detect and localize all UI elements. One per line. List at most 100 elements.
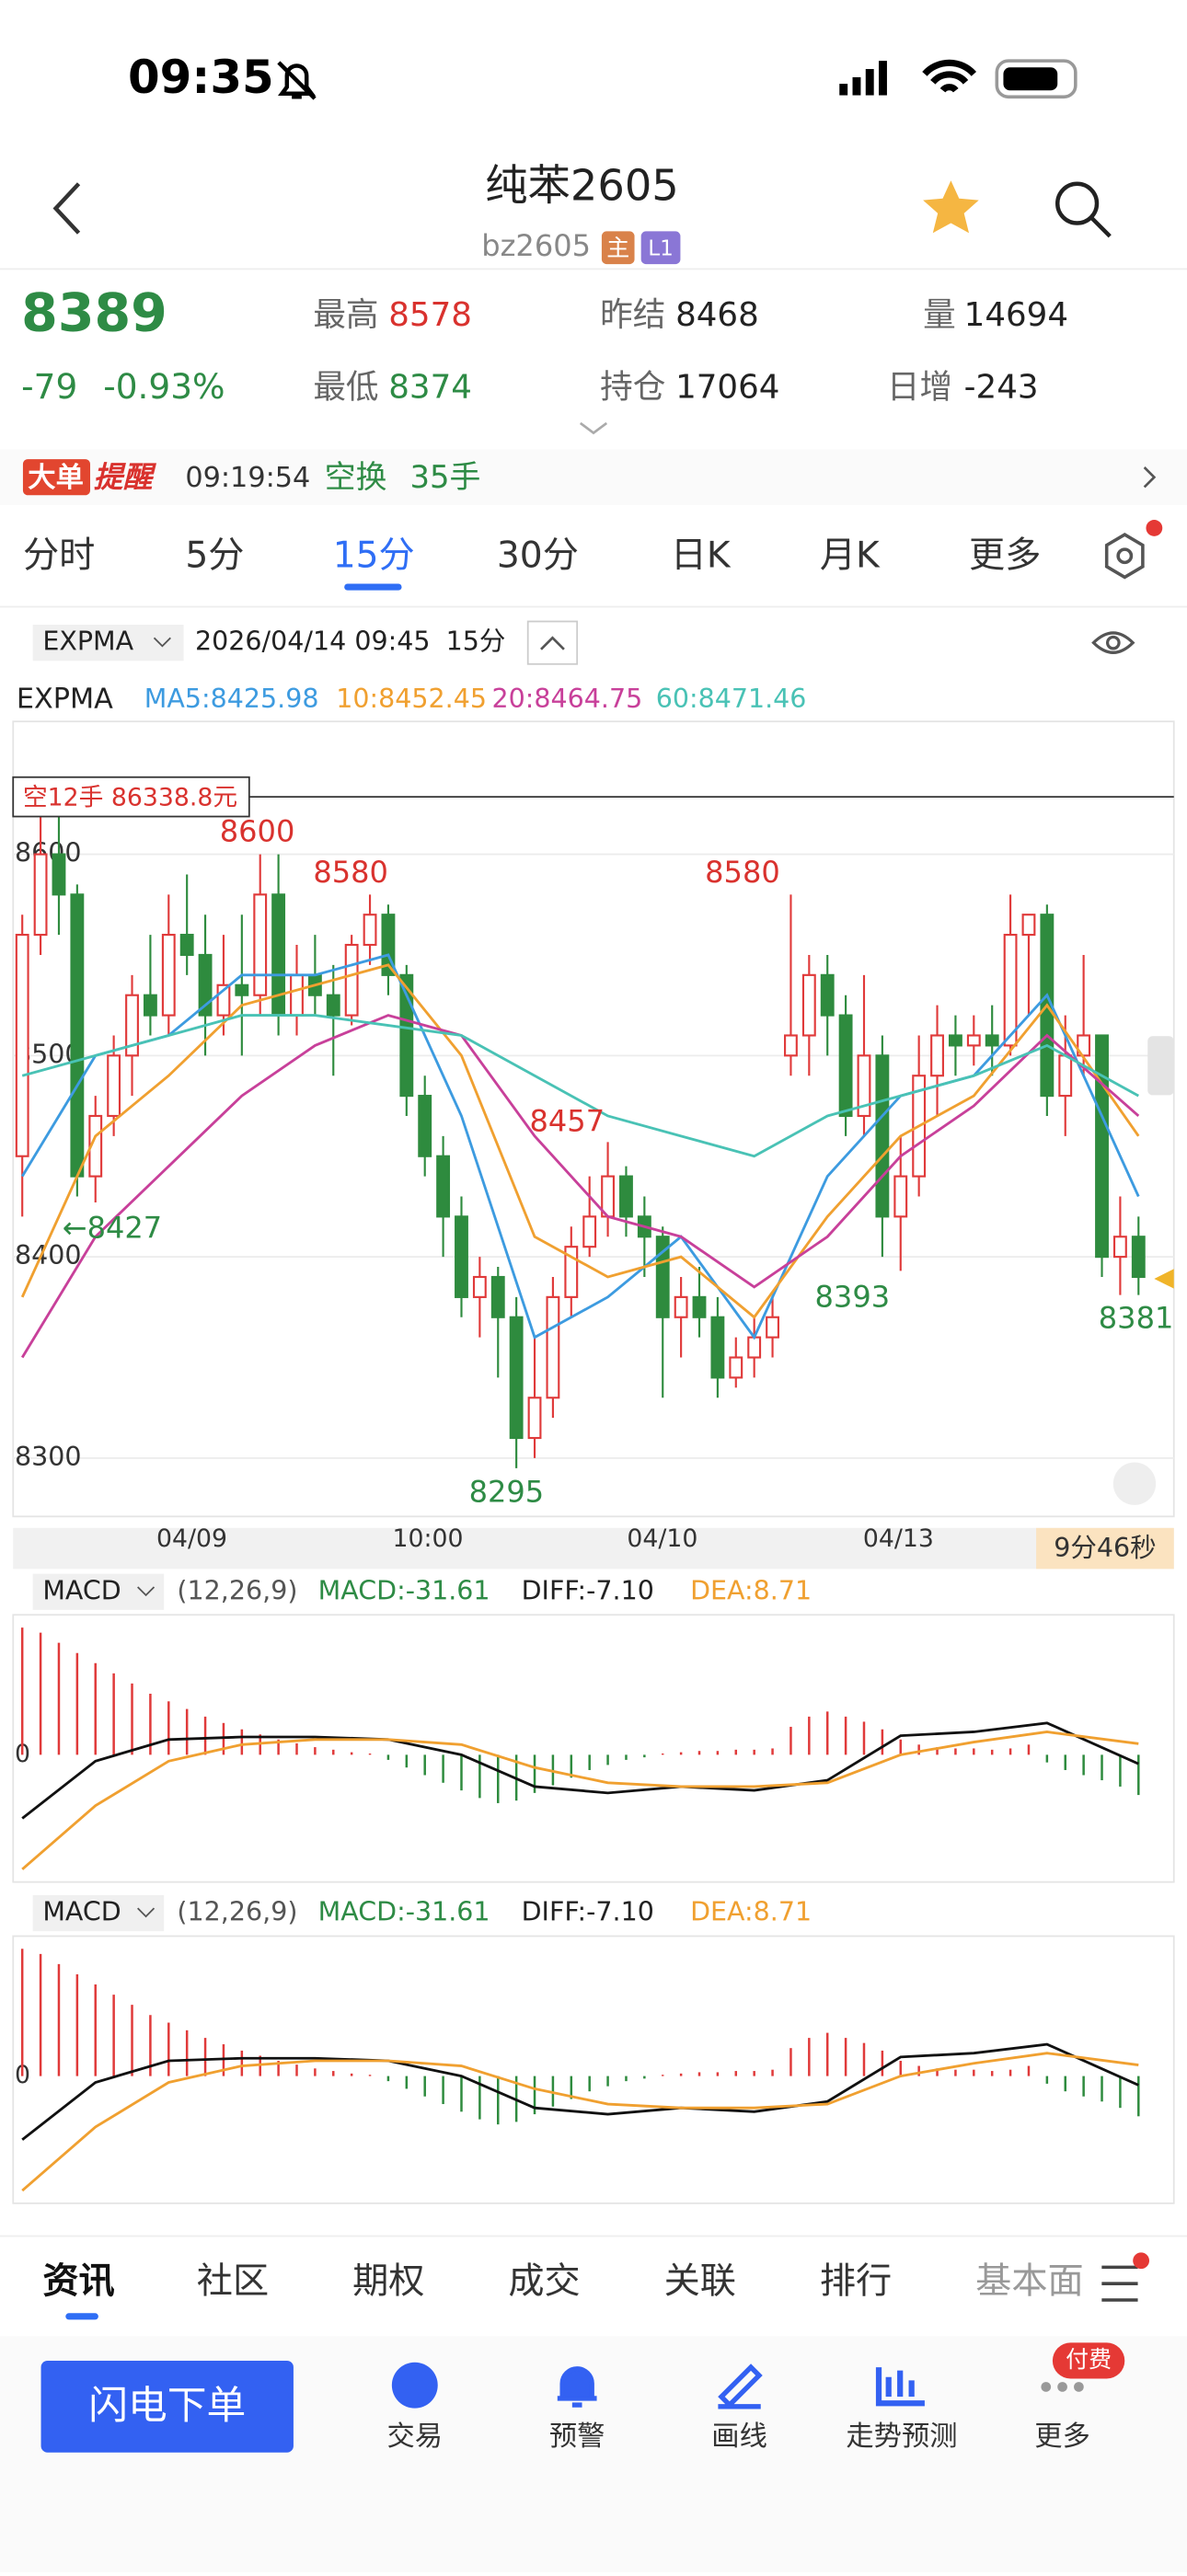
content-tab[interactable]: 排行 [820,2261,892,2303]
candle-body [619,1175,633,1218]
search-button[interactable] [1055,181,1112,238]
macd-value: MACD:-31.61 [318,1897,490,1927]
period-tab[interactable]: 5分 [185,535,244,577]
back-button[interactable] [52,182,81,235]
high-label: 最高 [313,296,378,334]
candle-body [1112,1236,1127,1259]
candle-body [893,1175,908,1218]
period-tab[interactable]: 日K [671,535,732,577]
candle-body [472,1275,487,1298]
candle-body [1095,1034,1109,1259]
ma10-label: 10:8452.45 [336,684,487,714]
collapse-icon [540,636,565,650]
forecast-label[interactable]: 走势预测 [846,2421,957,2453]
draw-label[interactable]: 画线 [711,2421,767,2453]
candle-body [52,853,66,896]
alert-time: 09:19:54 [185,462,310,494]
macd-frame [12,1935,1175,2204]
contract-code: bz2605 [481,228,591,263]
trade-label[interactable]: 交易 [386,2421,443,2453]
settings-button[interactable] [1104,532,1145,580]
main-badge: 主 [606,235,629,261]
vol-value: 14694 [964,296,1068,334]
candle-body [674,1295,688,1318]
forecast-icon[interactable] [875,2367,925,2407]
y-tick-label: 8600 [15,838,82,868]
y-tick-label: 8300 [15,1442,82,1472]
candle-body [1021,914,1036,937]
expand-button[interactable] [579,421,608,435]
position-box [12,776,250,818]
oi-value: 17064 [675,368,779,406]
active-tab-underline [344,583,402,591]
visibility-toggle[interactable] [1091,631,1135,654]
diff-value: DIFF:-7.10 [522,1575,654,1605]
content-tab[interactable]: 关联 [664,2261,736,2303]
indicator-name: MACD [42,1575,121,1605]
draw-icon[interactable] [718,2363,763,2409]
position-label: 空12手 86338.8元 [23,783,237,811]
menu-button[interactable] [1101,2265,1138,2302]
candle-body [930,1034,944,1077]
content-tab[interactable]: 成交 [508,2261,580,2303]
alert-bar[interactable] [0,449,1187,505]
candle-body [161,934,176,1017]
candle-body [143,994,157,1017]
candle-body [198,953,213,1017]
fullscreen-button[interactable] [1112,1462,1157,1505]
candle-body [766,1316,779,1339]
candle-body [838,1014,853,1118]
diff-line [21,2042,1139,2141]
chart-frame [12,720,1175,1518]
content-tab[interactable]: 社区 [197,2261,269,2303]
x-tick-label: 04/10 [627,1524,697,1553]
indicator-name: EXPMA [42,627,133,657]
more-label[interactable]: 更多 [1034,2421,1090,2453]
level-badge-bg [640,231,681,265]
period-tab[interactable]: 30分 [497,535,579,577]
candle-body [801,973,816,1037]
candle-body [107,1054,121,1118]
content-tab[interactable]: 基本面 [975,2261,1084,2303]
low-label: 最低 [313,368,378,406]
period-tab[interactable]: 15分 [333,535,415,577]
quick-order-button[interactable] [40,2360,294,2453]
candle-body [655,1236,670,1318]
dea-value: DEA:8.71 [690,1575,812,1605]
expma-name: EXPMA [17,684,113,716]
oi-label: 持仓 [600,368,665,406]
price-pointer [1154,1269,1174,1289]
ema-line [21,1014,1139,1158]
low-annotation: 8381 [1099,1301,1174,1336]
period-tab[interactable]: 月K [820,535,881,577]
high-annotation: 8580 [705,855,780,890]
notify-dot [1133,2252,1150,2270]
candle-body [966,1034,981,1047]
period-tab[interactable]: 更多 [969,535,1041,577]
favorite-star[interactable] [923,180,979,234]
ema-line [20,963,1140,1319]
candle-body [455,1215,468,1298]
trade-icon[interactable] [391,2362,438,2409]
time-axis [13,1527,1174,1570]
content-tab[interactable]: 期权 [352,2261,424,2303]
low-annotation: ←8427 [63,1211,162,1246]
candle-body [70,893,85,1178]
dea-line [21,2052,1139,2192]
macd-params: (12,26,9) [177,1575,297,1605]
more-icon[interactable] [1041,2382,1084,2392]
x-tick-label: 10:00 [393,1524,464,1553]
candle-body [985,1034,999,1047]
period-tab[interactable]: 分时 [23,535,95,577]
paid-badge-bg [1052,2342,1125,2379]
battery-level [1003,67,1058,91]
collapse-button[interactable] [526,620,579,665]
prev-label: 昨结 [600,296,665,334]
content-tab[interactable]: 资讯 [42,2261,114,2303]
alert-label[interactable]: 预警 [549,2421,605,2453]
alert-icon[interactable] [557,2366,597,2408]
candle-body [179,934,194,957]
side-handle[interactable] [1147,1036,1174,1096]
settings-dot [1116,547,1134,565]
candle-body [948,1034,962,1047]
